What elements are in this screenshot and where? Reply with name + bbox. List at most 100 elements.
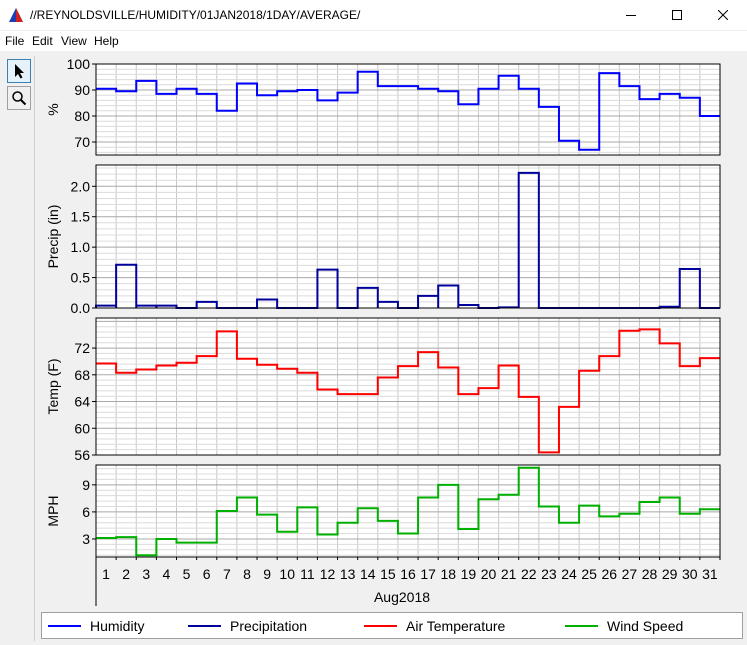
pointer-tool-button[interactable] — [7, 59, 31, 83]
x-tick-label: 26 — [602, 566, 618, 582]
x-tick-label: 28 — [642, 566, 658, 582]
x-tick-label: 16 — [400, 566, 416, 582]
x-tick-label: 6 — [203, 566, 211, 582]
plot-frame — [95, 317, 721, 456]
app-icon — [9, 8, 23, 22]
legend-item-air-temperature: Air Temperature — [364, 618, 505, 634]
legend-label-air-temperature: Air Temperature — [406, 618, 506, 634]
y-tick-label: 90 — [74, 82, 90, 98]
x-tick-label: 1 — [102, 566, 110, 582]
y-tick-label: 60 — [74, 420, 90, 436]
x-tick-label: 20 — [481, 566, 497, 582]
plot-frame — [95, 63, 721, 156]
y-tick-label: 1.0 — [71, 239, 91, 255]
x-tick-label: 12 — [320, 566, 336, 582]
legend-item-wind-speed: Wind Speed — [565, 618, 683, 634]
x-tick-label: 4 — [163, 566, 171, 582]
y-tick-label: 0.5 — [71, 270, 91, 286]
y-tick-label: 3 — [82, 531, 90, 547]
y-tick-label: 68 — [74, 367, 90, 383]
x-tick-label: 31 — [702, 566, 718, 582]
legend-swatch-humidity — [48, 625, 81, 627]
y-tick-label: 100 — [67, 56, 91, 72]
legend-label-precipitation: Precipitation — [230, 618, 308, 634]
x-tick-label: 13 — [340, 566, 356, 582]
panel-2: 0.0 0.5 1.0 1.5 2.0 Precip (in) — [45, 164, 721, 316]
panel-3: 56 60 64 68 72 Temp (F) — [45, 317, 721, 463]
magnifier-icon — [12, 91, 27, 106]
series-line-wind-speed — [96, 466, 720, 557]
y-tick-label: 80 — [74, 108, 90, 124]
legend: Humidity Precipitation Air Temperature W… — [41, 612, 743, 639]
zoom-tool-button[interactable] — [7, 86, 31, 110]
x-tick-label: 15 — [380, 566, 396, 582]
series-line-humidity — [96, 70, 720, 151]
window-title: //REYNOLDSVILLE/HUMIDITY/01JAN2018/1DAY/… — [30, 8, 361, 22]
pointer-arrow-icon — [15, 64, 24, 79]
legend-swatch-precipitation — [188, 625, 221, 627]
x-tick-label: 5 — [183, 566, 191, 582]
x-tick-label: 11 — [300, 566, 315, 582]
x-tick-label: 30 — [682, 566, 698, 582]
minimize-icon — [626, 15, 636, 16]
x-tick-label: 23 — [541, 566, 557, 582]
y-axis-label: Precip (in) — [45, 205, 61, 269]
close-button[interactable] — [700, 0, 746, 30]
panel-4: 3 6 9 MPH — [45, 464, 721, 558]
close-icon — [718, 10, 728, 20]
y-tick-label: 6 — [82, 504, 90, 520]
series-line-air-temperature — [96, 328, 720, 454]
y-tick-label: 56 — [74, 447, 90, 463]
plot-frame — [95, 164, 721, 309]
panel-1: 70 80 90 100% — [45, 56, 721, 156]
y-tick-label: 70 — [74, 134, 90, 150]
x-axis: 1 2 3 4 5 6 7 8 9 10 11 12 13 14 15 16 17 18 19 20 21 22 23 24 2… — [95, 557, 721, 606]
x-tick-label: 18 — [440, 566, 456, 582]
plot-frame — [95, 464, 721, 558]
x-tick-label: 17 — [420, 566, 436, 582]
x-tick-label: 21 — [501, 566, 517, 582]
x-tick-label: 24 — [561, 566, 577, 582]
y-axis-label: % — [45, 103, 61, 115]
plot-background — [96, 165, 720, 308]
x-tick-label: 14 — [360, 566, 376, 582]
plot-background — [96, 318, 720, 455]
tool-panel — [4, 56, 35, 641]
y-tick-label: 2.0 — [71, 178, 91, 194]
y-tick-label: 1.5 — [71, 209, 91, 225]
x-tick-label: 9 — [263, 566, 271, 582]
y-tick-label: 0.0 — [71, 300, 91, 316]
x-tick-label: 29 — [662, 566, 678, 582]
x-tick-label: 27 — [622, 566, 638, 582]
x-tick-label: 2 — [122, 566, 130, 582]
x-tick-label: 10 — [279, 566, 295, 582]
x-tick-label: 22 — [521, 566, 537, 582]
maximize-icon — [672, 10, 682, 20]
maximize-button[interactable] — [654, 0, 700, 30]
minimize-button[interactable] — [608, 0, 654, 30]
title-bar: //REYNOLDSVILLE/HUMIDITY/01JAN2018/1DAY/… — [0, 0, 747, 30]
x-tick-label: 3 — [142, 566, 150, 582]
menu-view[interactable]: View — [61, 34, 87, 48]
legend-label-wind-speed: Wind Speed — [607, 618, 684, 634]
x-tick-label: 8 — [243, 566, 251, 582]
y-axis-label: MPH — [45, 495, 61, 526]
menu-file[interactable]: File — [5, 34, 25, 48]
x-tick-label: 19 — [461, 566, 477, 582]
legend-swatch-air-temperature — [364, 625, 397, 627]
menu-help[interactable]: Help — [94, 34, 119, 48]
menu-bar: File Edit View Help — [0, 31, 747, 51]
y-tick-label: 9 — [82, 477, 90, 493]
y-axis-label: Temp (F) — [45, 359, 61, 415]
legend-swatch-wind-speed — [565, 625, 598, 627]
legend-item-precipitation: Precipitation — [188, 618, 307, 634]
x-tick-label: 7 — [223, 566, 231, 582]
legend-item-humidity: Humidity — [48, 618, 144, 634]
x-tick-label: 25 — [581, 566, 597, 582]
menu-edit[interactable]: Edit — [32, 34, 53, 48]
y-tick-label: 64 — [74, 394, 90, 410]
plot-background — [96, 64, 720, 155]
x-axis-label: Aug2018 — [374, 589, 430, 605]
y-tick-label: 72 — [74, 340, 90, 356]
